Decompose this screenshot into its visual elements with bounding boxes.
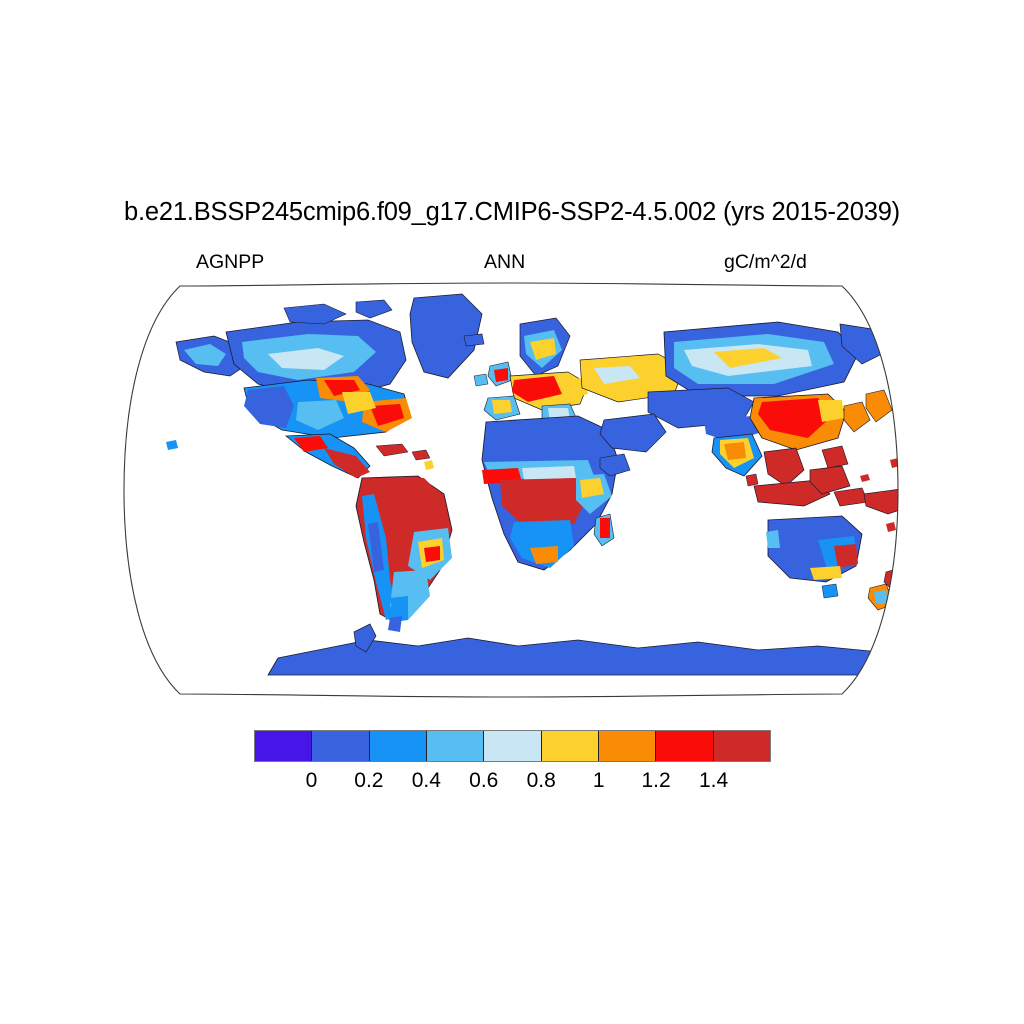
colorbar-tick-label: 0.6	[469, 769, 499, 792]
colorbar-band	[426, 731, 485, 761]
region-australia	[766, 515, 898, 611]
units-label: gC/m^2/d	[724, 251, 807, 273]
region-south-america	[355, 475, 453, 632]
colorbar-tick-label: 0.8	[526, 769, 556, 792]
colorbar-band	[541, 731, 599, 761]
colorbar-tick-labels: 0 0.2 0.4 0.6 0.8 1 1.2 1.4	[254, 768, 771, 796]
colorbar-tick-label: 0.2	[354, 769, 384, 792]
region-europe	[463, 317, 685, 429]
variable-label: AGNPP	[196, 251, 265, 273]
region-antarctica	[267, 623, 881, 676]
colorbar-band	[312, 731, 370, 761]
colorbar-band	[255, 731, 313, 761]
colorbar-tick-label: 0	[305, 769, 318, 792]
colorbar-band	[369, 731, 427, 761]
colorbar-band	[713, 731, 770, 761]
season-label: ANN	[484, 251, 526, 273]
colorbar-tick-label: 0.4	[411, 769, 441, 792]
page-title: b.e21.BSSP245cmip6.f09_g17.CMIP6-SSP2-4.…	[124, 198, 900, 226]
colorbar[interactable]	[254, 730, 771, 762]
map-outline	[123, 282, 899, 698]
colorbar-band	[598, 731, 657, 761]
colorbar-tick-label: 1	[592, 769, 605, 792]
map-svg	[123, 282, 899, 698]
colorbar-band	[484, 731, 542, 761]
colorbar-tick-label: 1.2	[641, 769, 671, 792]
region-north-america	[166, 293, 483, 479]
region-africa	[481, 415, 631, 571]
world-map	[118, 280, 904, 700]
map-data-layer	[124, 283, 898, 697]
region-asia	[599, 321, 898, 515]
colorbar-tick-label: 1.4	[698, 769, 729, 792]
colorbar-band	[656, 731, 714, 761]
